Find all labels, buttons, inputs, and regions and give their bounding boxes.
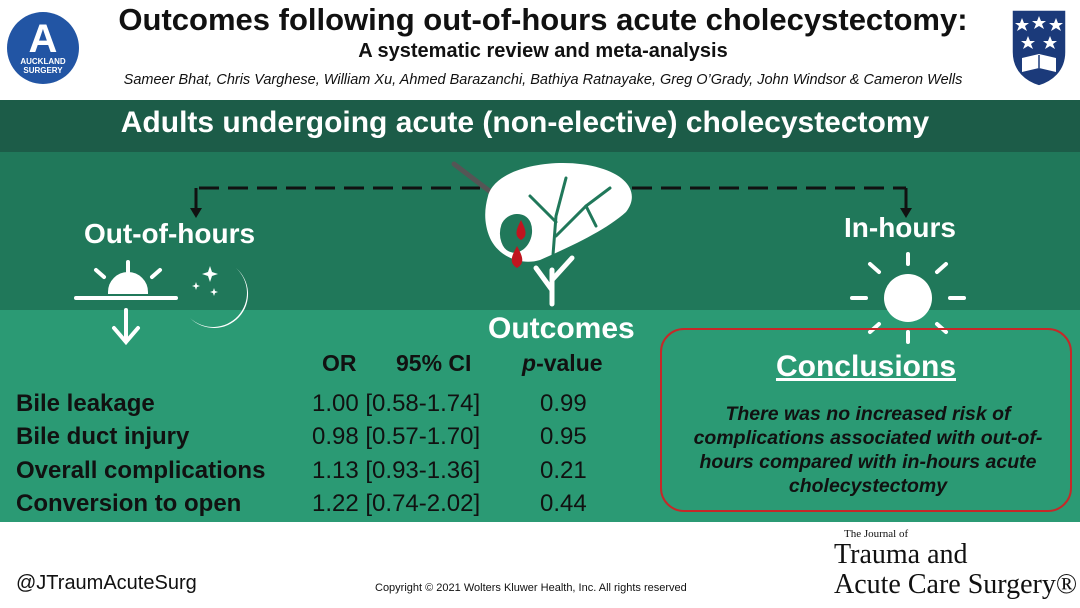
page-title: Outcomes following out-of-hours acute ch… xyxy=(118,2,968,37)
outcomes-title: Outcomes xyxy=(488,312,635,345)
column-header-or: OR xyxy=(322,350,357,376)
row-label: Bile duct injury xyxy=(16,423,190,450)
outcomes-band xyxy=(0,310,1080,522)
column-header-ci: 95% CI xyxy=(396,350,472,376)
copyright: Copyright © 2021 Wolters Kluwer Health, … xyxy=(375,582,687,594)
out-of-hours-label: Out-of-hours xyxy=(84,218,256,249)
column-header-p-value: p-value xyxy=(522,350,603,376)
journal-small-text: The Journal of xyxy=(844,528,909,540)
logo-text-1: AUCKLAND xyxy=(20,57,66,66)
page-subtitle: A systematic review and meta-analysis xyxy=(358,40,728,62)
row-p-value: 0.95 xyxy=(540,423,587,450)
journal-logo: The Journal of Trauma and Acute Care Sur… xyxy=(834,528,1077,600)
conclusions-box: Conclusions There was no increased risk … xyxy=(660,328,1072,512)
population-band xyxy=(0,100,1080,152)
row-p-value: 0.99 xyxy=(540,390,587,417)
row-label: Overall complications xyxy=(16,457,266,484)
logo-letter: A xyxy=(29,17,58,61)
row-p-value: 0.21 xyxy=(540,457,587,484)
logo-text-2: SURGERY xyxy=(23,66,63,75)
auckland-surgery-logo: A AUCKLAND SURGERY xyxy=(7,12,79,84)
row-p-value: 0.44 xyxy=(540,490,587,517)
population-label: Adults undergoing acute (non-elective) c… xyxy=(120,106,930,139)
row-label: Conversion to open xyxy=(16,490,242,517)
university-crest-icon xyxy=(1011,9,1067,87)
twitter-handle[interactable]: @JTraumAcuteSurg xyxy=(16,572,197,594)
row-or-ci: 1.22 [0.74-2.02] xyxy=(312,490,481,517)
row-or-ci: 0.98 [0.57-1.70] xyxy=(312,423,481,450)
conclusions-text: There was no increased risk of complicat… xyxy=(693,403,1043,497)
row-or-ci: 1.13 [0.93-1.36] xyxy=(312,457,481,484)
in-hours-label: In-hours xyxy=(844,212,956,243)
authors: Sameer Bhat, Chris Varghese, William Xu,… xyxy=(123,72,963,88)
journal-line-1: Trauma and xyxy=(834,539,968,570)
row-or-ci: 1.00 [0.58-1.74] xyxy=(312,390,481,417)
journal-line-2: Acute Care Surgery® xyxy=(834,569,1078,600)
row-label: Bile leakage xyxy=(16,390,155,417)
conclusions-title: Conclusions xyxy=(775,350,956,383)
